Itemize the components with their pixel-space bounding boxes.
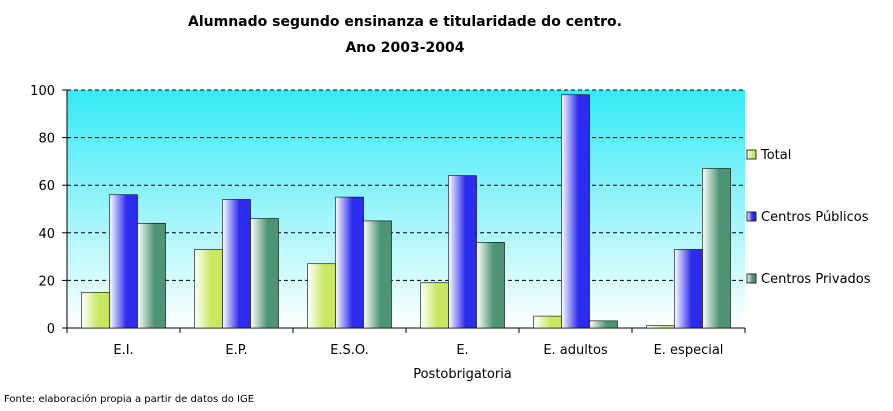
- y-tick-label: 40: [38, 227, 55, 242]
- y-tick-label: 0: [47, 322, 55, 337]
- x-tick-label: E. Postobrigatoria: [413, 343, 512, 382]
- legend-label: Centros Públicos: [761, 210, 869, 225]
- bar: [194, 249, 223, 329]
- bar: [109, 194, 138, 329]
- bar: [81, 291, 110, 329]
- bar: [561, 94, 590, 329]
- y-tick-label: 80: [38, 132, 55, 147]
- legend-label: Centros Privados: [761, 272, 871, 287]
- bar: [533, 315, 562, 329]
- chart-title: Alumnado segundo ensinanza e titularidad…: [188, 14, 622, 30]
- x-tick-label: E. adultos: [543, 343, 608, 358]
- bar: [702, 168, 731, 329]
- bar: [589, 320, 618, 329]
- bar: [363, 220, 392, 329]
- legend-swatch: [746, 149, 757, 160]
- bar: [448, 175, 477, 329]
- y-tick-label: 20: [38, 274, 55, 289]
- x-tick-label: E.S.O.: [330, 343, 369, 358]
- legend-label: Total: [760, 148, 791, 163]
- y-tick-label: 100: [30, 84, 55, 99]
- source-note: Fonte: elaboración propia a partir de da…: [4, 393, 254, 405]
- bar: [476, 242, 505, 329]
- bar: [250, 218, 279, 329]
- x-tick-label: E.P.: [225, 343, 247, 358]
- x-tick-label: E. especial: [654, 343, 724, 358]
- chart-subtitle: Ano 2003-2004: [345, 40, 464, 56]
- bar: [420, 282, 449, 329]
- bar: [137, 222, 166, 329]
- x-tick-label: E.I.: [113, 343, 133, 358]
- legend-swatch: [746, 273, 757, 284]
- legend-swatch: [746, 211, 757, 222]
- bar: [222, 199, 251, 329]
- bar: [307, 263, 336, 329]
- plot-area: [67, 90, 745, 328]
- bar: [674, 249, 703, 329]
- y-tick-label: 60: [38, 179, 55, 194]
- bar: [646, 325, 675, 329]
- bar: [335, 196, 364, 329]
